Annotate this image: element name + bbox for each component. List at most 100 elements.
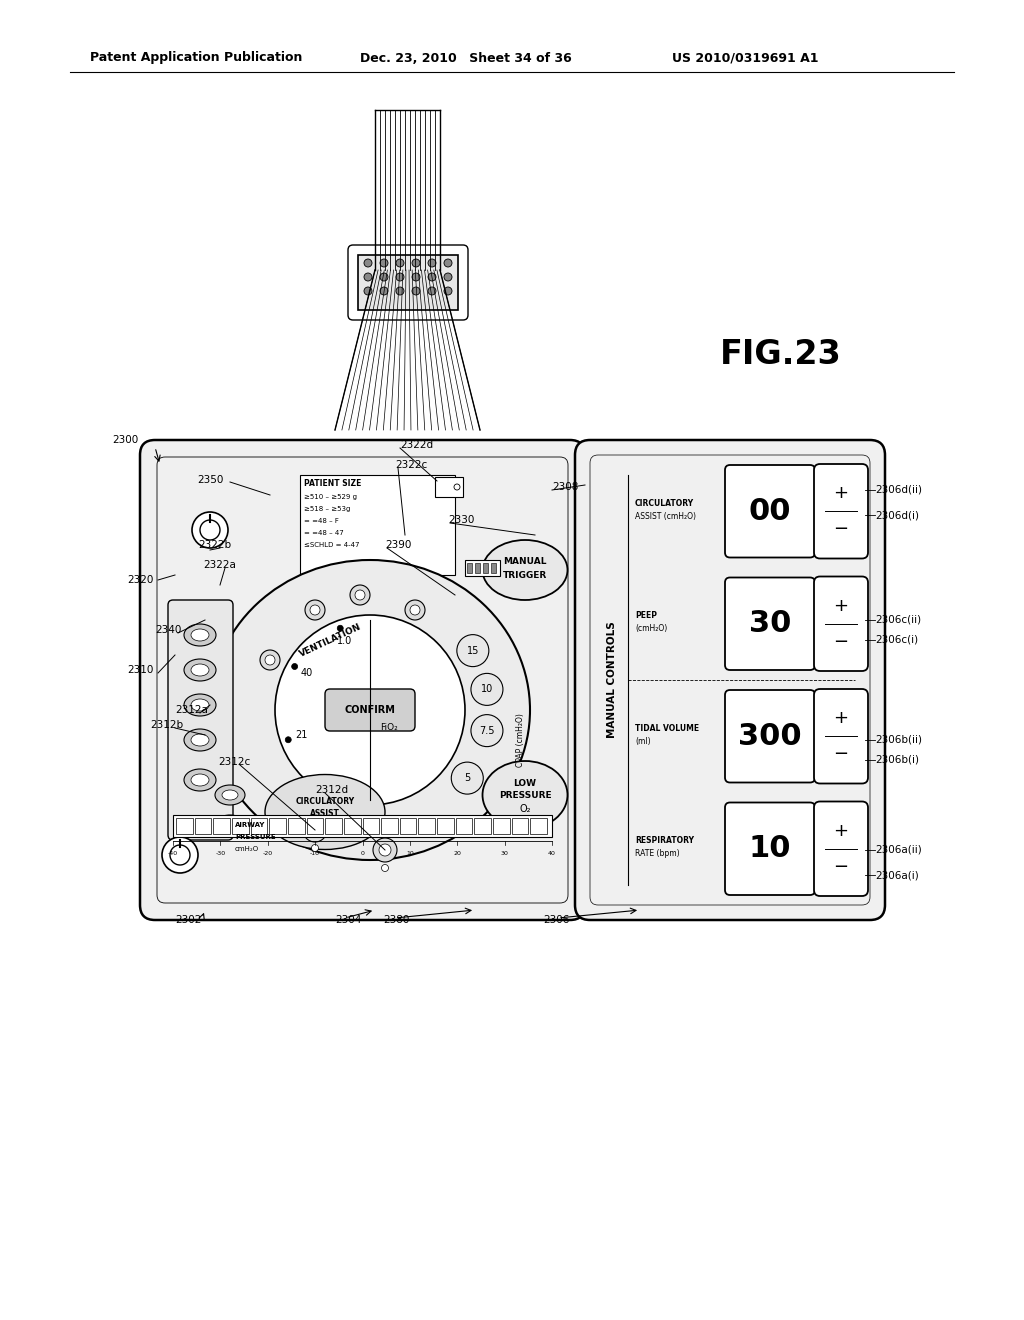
Text: 40: 40 bbox=[548, 851, 556, 855]
Circle shape bbox=[454, 484, 460, 490]
Circle shape bbox=[364, 259, 372, 267]
Circle shape bbox=[286, 737, 291, 743]
Circle shape bbox=[444, 259, 452, 267]
Text: PEEP: PEEP bbox=[635, 611, 657, 620]
FancyBboxPatch shape bbox=[725, 690, 815, 783]
Text: (ml): (ml) bbox=[635, 737, 650, 746]
Bar bbox=[358, 255, 458, 310]
Bar bbox=[300, 475, 455, 576]
Text: ASSIST (cmH₂O): ASSIST (cmH₂O) bbox=[635, 512, 696, 521]
Text: 10: 10 bbox=[481, 684, 494, 694]
Circle shape bbox=[350, 585, 370, 605]
Bar bbox=[530, 818, 547, 834]
Circle shape bbox=[265, 655, 275, 665]
Text: MANUAL CONTROLS: MANUAL CONTROLS bbox=[607, 622, 617, 738]
Circle shape bbox=[275, 615, 465, 805]
Text: 2306d(ii): 2306d(ii) bbox=[874, 484, 922, 495]
FancyBboxPatch shape bbox=[814, 577, 868, 671]
Text: = =48 – 47: = =48 – 47 bbox=[304, 531, 344, 536]
Bar bbox=[437, 818, 454, 834]
Text: 10: 10 bbox=[406, 851, 414, 855]
Text: US 2010/0319691 A1: US 2010/0319691 A1 bbox=[672, 51, 818, 65]
Bar bbox=[344, 818, 360, 834]
Circle shape bbox=[396, 273, 404, 281]
Text: -40: -40 bbox=[168, 851, 178, 855]
FancyBboxPatch shape bbox=[325, 689, 415, 731]
Bar bbox=[362, 818, 379, 834]
Bar bbox=[306, 818, 324, 834]
Bar bbox=[173, 814, 552, 837]
Text: 21: 21 bbox=[295, 730, 307, 741]
Circle shape bbox=[412, 259, 420, 267]
Circle shape bbox=[260, 649, 280, 671]
Text: 2312d: 2312d bbox=[315, 785, 348, 795]
Circle shape bbox=[364, 286, 372, 294]
Text: ≥510 – ≥529 g: ≥510 – ≥529 g bbox=[304, 494, 357, 500]
Circle shape bbox=[444, 286, 452, 294]
Text: +: + bbox=[834, 597, 849, 615]
Circle shape bbox=[452, 762, 483, 795]
Bar bbox=[176, 818, 193, 834]
Bar bbox=[399, 818, 417, 834]
Ellipse shape bbox=[191, 664, 209, 676]
Circle shape bbox=[373, 838, 397, 862]
FancyBboxPatch shape bbox=[814, 801, 868, 896]
Circle shape bbox=[412, 286, 420, 294]
Text: 2304: 2304 bbox=[335, 915, 361, 925]
Text: +: + bbox=[834, 484, 849, 502]
Text: 2340: 2340 bbox=[155, 624, 181, 635]
Circle shape bbox=[410, 605, 420, 615]
Ellipse shape bbox=[265, 775, 385, 850]
Text: 2306b(ii): 2306b(ii) bbox=[874, 735, 922, 744]
Text: 2322a: 2322a bbox=[203, 560, 236, 570]
Circle shape bbox=[355, 590, 365, 601]
FancyBboxPatch shape bbox=[725, 578, 815, 671]
FancyBboxPatch shape bbox=[168, 601, 233, 840]
Text: 2312a: 2312a bbox=[175, 705, 208, 715]
Text: 2312c: 2312c bbox=[218, 756, 250, 767]
Text: 2306c(i): 2306c(i) bbox=[874, 635, 919, 645]
Ellipse shape bbox=[191, 630, 209, 642]
Bar bbox=[251, 818, 267, 834]
Bar bbox=[474, 818, 492, 834]
Text: -30: -30 bbox=[215, 851, 225, 855]
Text: 7.5: 7.5 bbox=[479, 726, 495, 735]
Ellipse shape bbox=[215, 785, 245, 805]
Circle shape bbox=[396, 259, 404, 267]
Text: −: − bbox=[834, 746, 849, 763]
Text: 2310: 2310 bbox=[127, 665, 154, 675]
Circle shape bbox=[310, 605, 319, 615]
Text: CIRCULATORY: CIRCULATORY bbox=[635, 499, 694, 508]
Ellipse shape bbox=[184, 624, 216, 645]
Text: 40: 40 bbox=[301, 668, 313, 678]
Circle shape bbox=[309, 824, 321, 836]
Circle shape bbox=[428, 286, 436, 294]
Ellipse shape bbox=[184, 729, 216, 751]
Text: −: − bbox=[834, 632, 849, 651]
Bar bbox=[288, 818, 304, 834]
Ellipse shape bbox=[482, 762, 567, 829]
Bar bbox=[435, 477, 463, 498]
Text: CPAP (cmH₂O): CPAP (cmH₂O) bbox=[515, 713, 524, 767]
Bar bbox=[465, 560, 500, 576]
Circle shape bbox=[382, 865, 388, 871]
Circle shape bbox=[380, 273, 388, 281]
Text: Patent Application Publication: Patent Application Publication bbox=[90, 51, 302, 65]
Circle shape bbox=[380, 286, 388, 294]
Text: RESPIRATORY: RESPIRATORY bbox=[635, 837, 694, 845]
Text: 2380: 2380 bbox=[383, 915, 410, 925]
Text: ASSIST: ASSIST bbox=[310, 809, 340, 818]
Bar bbox=[195, 818, 211, 834]
Circle shape bbox=[471, 714, 503, 747]
FancyBboxPatch shape bbox=[725, 465, 815, 557]
Bar bbox=[512, 818, 528, 834]
Circle shape bbox=[162, 837, 198, 873]
Text: 2306: 2306 bbox=[543, 915, 569, 925]
Text: 5: 5 bbox=[464, 774, 470, 783]
FancyBboxPatch shape bbox=[814, 689, 868, 784]
Text: TIDAL VOLUME: TIDAL VOLUME bbox=[635, 723, 699, 733]
Text: −: − bbox=[834, 520, 849, 539]
Text: CONFIRM: CONFIRM bbox=[344, 705, 395, 715]
Text: 2322d: 2322d bbox=[400, 440, 433, 450]
Text: 2300: 2300 bbox=[112, 436, 138, 445]
